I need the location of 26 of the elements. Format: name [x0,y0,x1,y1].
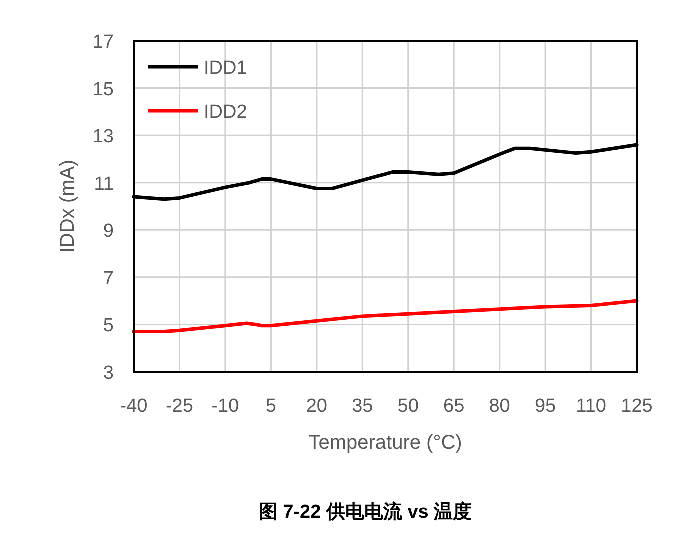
x-axis-title: Temperature (°C) [308,432,462,454]
y-tick-label: 17 [92,32,114,53]
y-tick-label: 15 [92,79,114,100]
x-tick-label: 20 [306,396,328,417]
x-tick-label: 110 [576,396,606,417]
x-tick-label: 80 [489,396,510,417]
x-tick-label: 35 [352,396,374,417]
x-tick-label: -25 [166,396,194,417]
y-tick-label: 3 [103,363,114,384]
x-tick-label: -40 [120,396,148,417]
legend-label: IDD2 [204,102,248,123]
x-tick-label: 5 [266,396,276,417]
legend-label: IDD1 [204,58,248,79]
y-tick-label: 7 [103,268,114,290]
x-tick-label: 125 [621,396,653,417]
x-tick-label: -10 [212,396,240,417]
y-tick-label: 9 [103,221,114,242]
line-series [132,299,639,334]
x-tick-label: 95 [534,396,556,417]
x-tick-label: 65 [444,396,465,417]
y-tick-label: 11 [94,174,114,195]
y-axis-title: IDDx (mA) [57,160,79,254]
y-tick-label: 5 [103,316,114,337]
y-tick-label: 13 [92,126,114,148]
text: 图 7-22 供电电流 vs 温度 [258,501,472,523]
x-tick-label: 50 [398,396,419,417]
